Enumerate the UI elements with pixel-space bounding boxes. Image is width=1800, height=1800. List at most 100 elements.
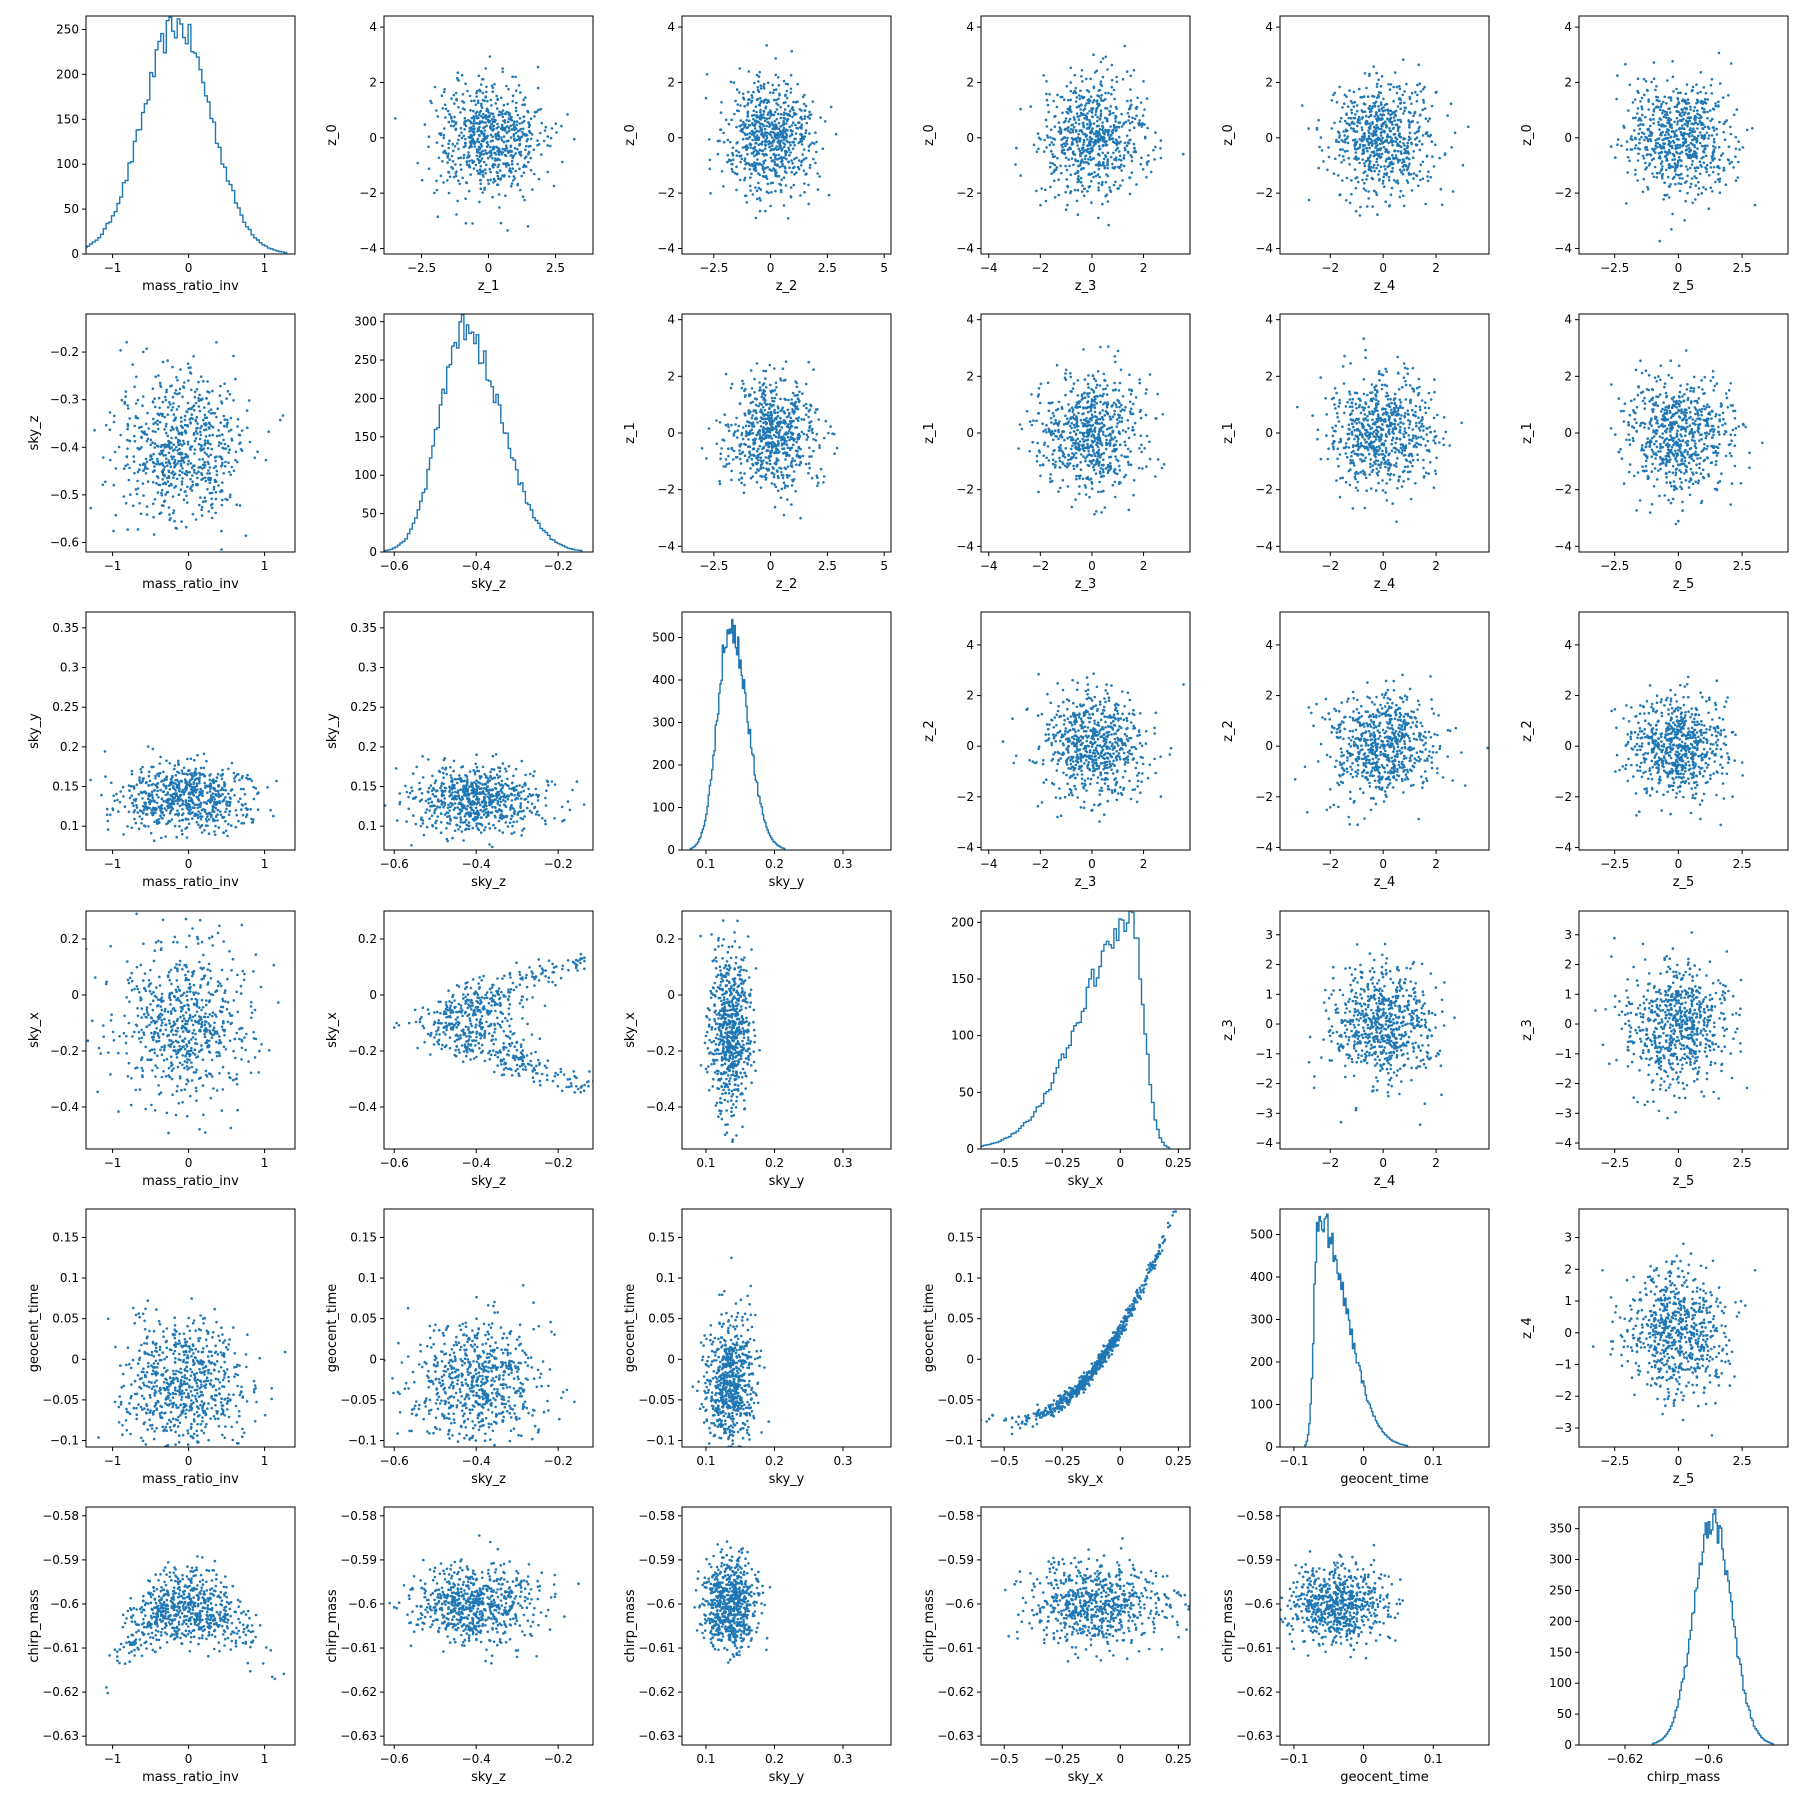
scatter-point [1660, 102, 1663, 106]
scatter-point [818, 175, 821, 178]
scatter-point [542, 139, 546, 143]
scatter-point [765, 177, 769, 181]
scatter-point [808, 143, 812, 146]
scatter-point [757, 138, 760, 142]
scatter-point [1096, 115, 1099, 119]
scatter-point [1110, 85, 1114, 89]
scatter-point [811, 100, 815, 103]
scatter-point [789, 186, 793, 189]
scatter-point [465, 181, 469, 185]
scatter-point [1379, 84, 1383, 88]
scatter-point [1377, 93, 1380, 97]
scatter-point [1658, 239, 1661, 243]
scatter-point [530, 133, 534, 136]
scatter-point [749, 476, 753, 480]
scatter-point [796, 419, 800, 423]
scatter-point [1113, 167, 1116, 170]
scatter-point [770, 191, 773, 194]
scatter-point [1405, 82, 1408, 86]
scatter-point [1403, 151, 1406, 155]
scatter-point [781, 474, 785, 477]
scatter-point [1400, 171, 1403, 174]
scatter-point [755, 189, 759, 192]
y-tick-label: 200 [56, 67, 79, 81]
scatter-point [1108, 186, 1111, 189]
scatter-point [776, 423, 780, 426]
scatter-point [798, 140, 802, 144]
scatter-point [496, 174, 500, 178]
scatter-point [470, 116, 474, 120]
scatter-point [1104, 140, 1107, 143]
scatter-point [1352, 105, 1356, 108]
scatter-point [1078, 139, 1082, 142]
scatter-point [131, 363, 134, 366]
scatter-point [513, 147, 517, 150]
scatter-point [1143, 123, 1146, 126]
scatter-point [722, 439, 726, 442]
scatter-point [1663, 110, 1667, 113]
scatter-point [555, 131, 558, 134]
scatter-point [463, 122, 466, 126]
scatter-point [1732, 113, 1736, 117]
scatter-point [220, 402, 224, 405]
scatter-point [1052, 143, 1055, 146]
y-tick-label: −2 [1554, 186, 1572, 200]
scatter-point [1381, 109, 1385, 113]
scatter-point [768, 168, 771, 171]
scatter-point [764, 456, 767, 459]
scatter-point [453, 102, 456, 105]
scatter-point [782, 128, 785, 132]
scatter-point [803, 182, 806, 185]
scatter-point [1094, 135, 1098, 138]
scatter-point [724, 423, 728, 427]
y-axis-label: z_0 [623, 124, 638, 146]
scatter-point [166, 480, 170, 483]
scatter-point [796, 165, 800, 169]
scatter-point [1653, 165, 1657, 169]
scatter-point [1396, 127, 1400, 130]
scatter-point [491, 90, 495, 93]
scatter-point [1367, 115, 1371, 119]
scatter-point [705, 457, 708, 460]
scatter-point [218, 394, 222, 397]
scatter-point [138, 502, 141, 505]
scatter-point [479, 151, 483, 154]
x-tick-label: −2.5 [407, 261, 436, 275]
scatter-point [759, 439, 763, 443]
scatter-point [465, 163, 469, 166]
scatter-point [561, 160, 564, 164]
scatter-point [138, 426, 141, 430]
scatter-point [790, 159, 793, 162]
scatter-point [1391, 153, 1394, 157]
scatter-point [476, 169, 479, 172]
scatter-point [1409, 173, 1413, 176]
scatter-point [1654, 144, 1657, 148]
scatter-point [757, 75, 761, 78]
scatter-point [165, 491, 169, 494]
scatter-point [764, 420, 767, 424]
scatter-point [1368, 104, 1372, 108]
x-tick-label: −2 [1321, 261, 1339, 275]
scatter-point [1692, 109, 1696, 113]
scatter-point [1417, 184, 1420, 188]
scatter-point [433, 85, 437, 89]
scatter-point [1130, 120, 1134, 124]
scatter-point [1380, 131, 1383, 134]
scatter-point [796, 417, 799, 421]
scatter-point [759, 133, 763, 136]
scatter-point [778, 466, 781, 470]
scatter-point [1376, 82, 1379, 86]
scatter-point [1099, 164, 1103, 167]
scatter-point [477, 128, 481, 131]
scatter-point [1697, 193, 1700, 196]
scatter-point [200, 424, 203, 428]
scatter-point [1429, 175, 1432, 179]
scatter-point [757, 181, 760, 185]
scatter-point [1346, 141, 1350, 145]
scatter-point [793, 113, 796, 116]
scatter-point [1687, 101, 1691, 105]
scatter-point [164, 398, 168, 402]
scatter-point [1671, 212, 1674, 216]
scatter-point [539, 107, 543, 111]
scatter-point [442, 151, 445, 154]
